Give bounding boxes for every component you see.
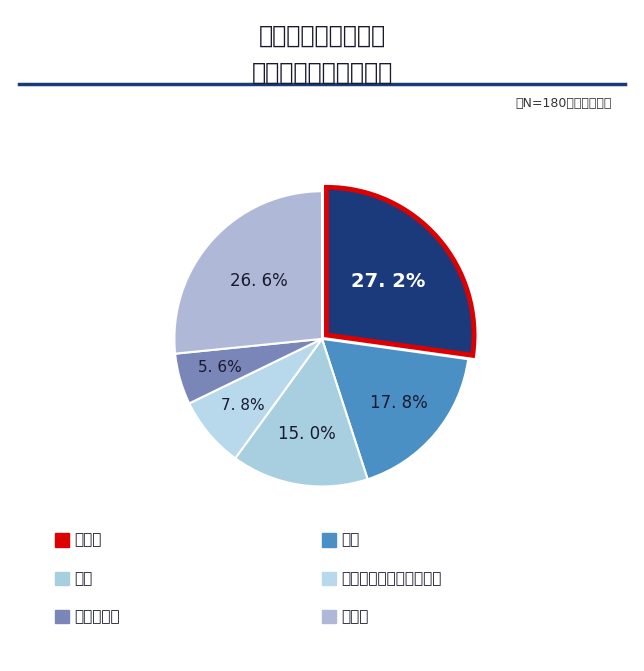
Text: 推し活: 推し活 [74,533,102,548]
Text: 17. 8%: 17. 8% [370,395,428,412]
Wedge shape [189,339,322,458]
Text: その他: その他 [341,609,369,624]
Wedge shape [235,339,368,486]
Text: 27. 2%: 27. 2% [350,272,425,291]
Text: （N=180　単一回答）: （N=180 単一回答） [515,97,612,110]
Wedge shape [175,339,322,403]
Text: 最も投資しているもの: 最も投資しているもの [251,60,393,85]
Text: 26. 6%: 26. 6% [230,272,287,291]
Text: 食事: 食事 [74,571,92,586]
Text: 漫画・アニメ・映画鑑賞: 漫画・アニメ・映画鑑賞 [341,571,442,586]
Wedge shape [327,187,474,356]
Text: 7. 8%: 7. 8% [221,398,265,413]
Text: 「趣味への投資」で: 「趣味への投資」で [258,23,386,48]
Wedge shape [322,339,468,479]
Text: 15. 0%: 15. 0% [278,425,336,443]
Text: アウトドア: アウトドア [74,609,120,624]
Text: 5. 6%: 5. 6% [198,360,242,375]
Text: 旅行: 旅行 [341,533,359,548]
Wedge shape [175,191,322,354]
